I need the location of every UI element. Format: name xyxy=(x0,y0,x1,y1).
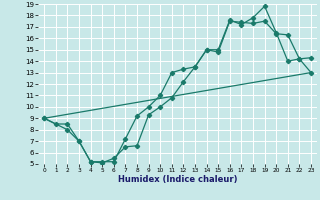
X-axis label: Humidex (Indice chaleur): Humidex (Indice chaleur) xyxy=(118,175,237,184)
